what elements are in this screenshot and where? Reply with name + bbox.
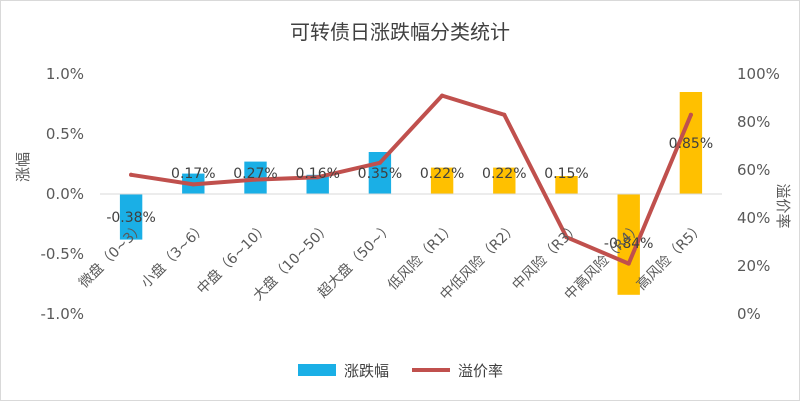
premium-point-1 bbox=[129, 172, 134, 177]
y2-tick-label: 60% bbox=[737, 161, 770, 179]
bar-1 bbox=[119, 194, 143, 240]
y-tick-label: 0.5% bbox=[46, 125, 84, 143]
premium-point-6 bbox=[440, 93, 445, 98]
y-tick-label: 1.0% bbox=[46, 65, 84, 83]
y2-tick-label: 0% bbox=[737, 305, 761, 323]
bar-data-label: 0.27% bbox=[233, 166, 277, 182]
bar-4 bbox=[306, 174, 329, 194]
bar-7 bbox=[493, 167, 516, 194]
bar-data-label: 0.22% bbox=[420, 166, 464, 182]
premium-point-3 bbox=[253, 177, 258, 182]
bar-data-label: 0.15% bbox=[544, 166, 588, 182]
y2-tick-label: 80% bbox=[737, 113, 770, 131]
legend: 涨跌幅 溢价率 bbox=[298, 362, 503, 380]
bar-data-label: -0.84% bbox=[604, 236, 654, 252]
premium-point-5 bbox=[377, 160, 382, 165]
y-tick-label: -0.5% bbox=[40, 245, 84, 263]
y-tick-label: 0.0% bbox=[46, 185, 84, 203]
bar-data-label: 0.35% bbox=[358, 166, 402, 182]
premium-point-10 bbox=[688, 112, 693, 117]
bar-data-label: -0.38% bbox=[106, 210, 156, 226]
y2-axis-title: 溢价率 bbox=[774, 183, 792, 228]
premium-point-2 bbox=[191, 182, 196, 187]
legend-label-bar: 涨跌幅 bbox=[344, 362, 389, 380]
bar-data-label: 0.22% bbox=[482, 166, 526, 182]
y-tick-label: -1.0% bbox=[40, 305, 84, 323]
y2-tick-label: 100% bbox=[737, 65, 780, 83]
premium-point-7 bbox=[502, 112, 507, 117]
legend-swatch-bar bbox=[298, 364, 336, 376]
bar-8 bbox=[555, 176, 578, 194]
bar-data-label: 0.17% bbox=[171, 166, 215, 182]
bar-data-label: 0.85% bbox=[669, 136, 713, 152]
bar-data-label: 0.16% bbox=[295, 166, 339, 182]
legend-label-line: 溢价率 bbox=[458, 362, 503, 380]
bar-6 bbox=[430, 167, 454, 194]
premium-line bbox=[129, 93, 693, 266]
plot-area bbox=[100, 92, 722, 295]
premium-point-4 bbox=[315, 175, 320, 180]
premium-point-8 bbox=[564, 235, 569, 240]
premium-point-9 bbox=[626, 261, 631, 266]
y2-tick-label: 20% bbox=[737, 257, 770, 275]
y-axis-title: 涨幅 bbox=[14, 152, 32, 182]
chart-title: 可转债日涨跌幅分类统计 bbox=[290, 20, 510, 44]
bar-9 bbox=[617, 194, 640, 295]
bar-10 bbox=[679, 92, 703, 194]
y2-tick-label: 40% bbox=[737, 209, 770, 227]
